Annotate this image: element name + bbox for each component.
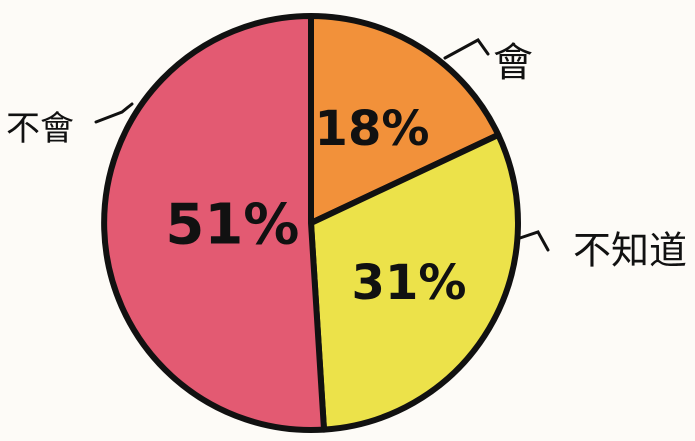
slice-category-label: 不會 (6, 109, 74, 149)
leader-line (520, 232, 548, 250)
slice-category-label: 會 (493, 40, 533, 86)
slice-category-label: 不知道 (573, 228, 687, 272)
slice-percent-label: 51% (165, 193, 299, 258)
leader-line (96, 104, 132, 122)
slice-percent-label: 18% (315, 101, 430, 157)
slice-percent-label: 31% (352, 255, 467, 311)
leader-line (445, 40, 488, 58)
